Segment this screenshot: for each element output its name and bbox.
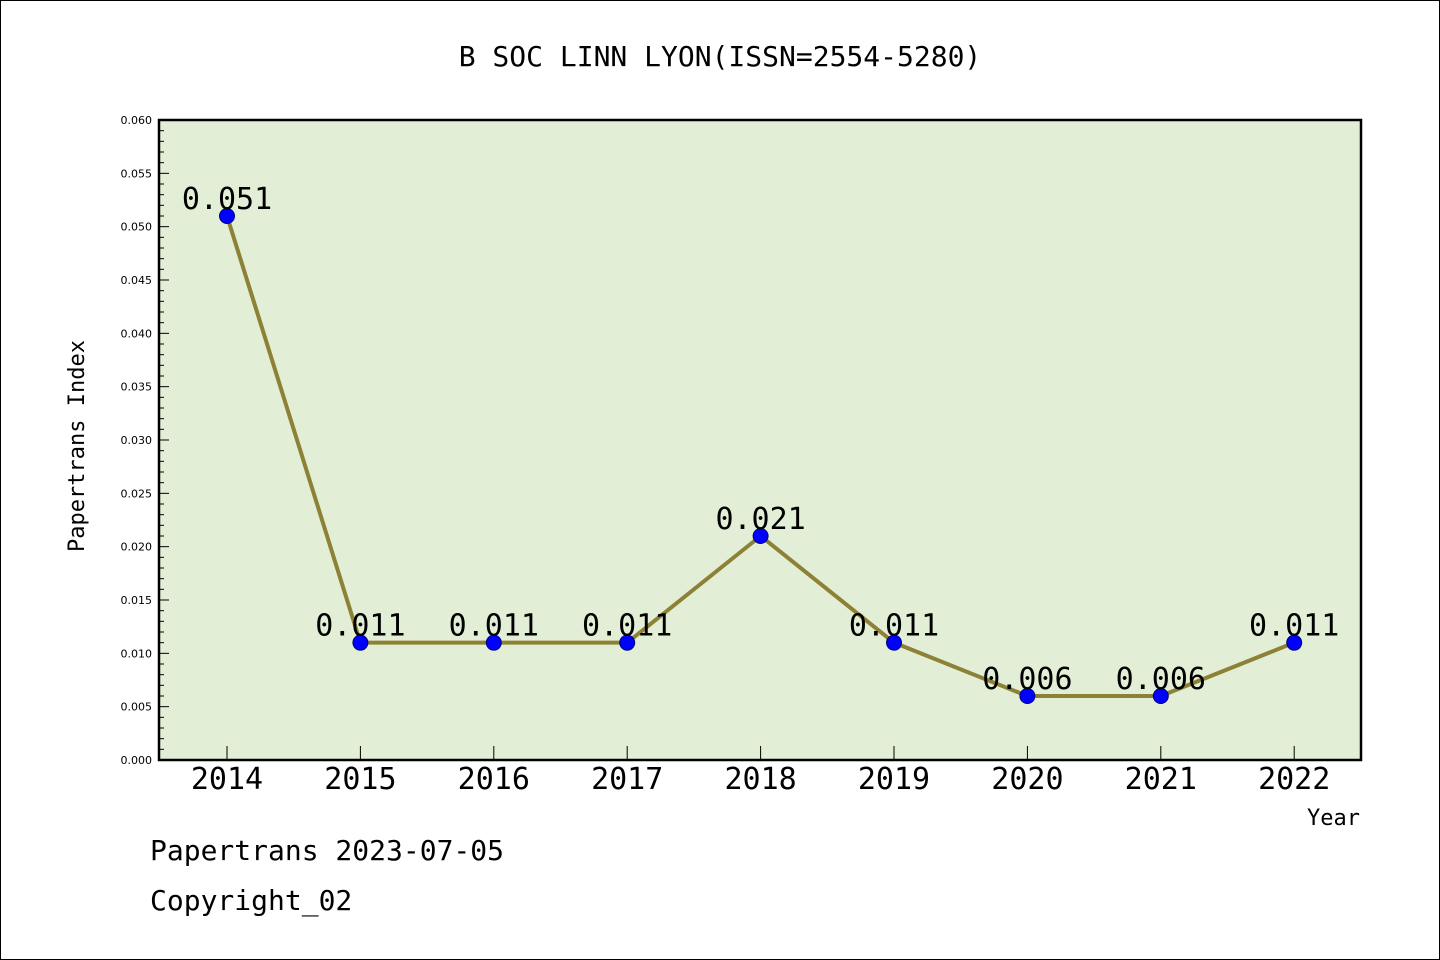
y-axis: 0.000 0.005 0.010 0.015 0.020 0.025 0.030 0.035… xyxy=(121,114,169,767)
data-point xyxy=(752,528,769,544)
data-point xyxy=(219,208,235,224)
data-point xyxy=(619,634,636,651)
plot-area xyxy=(159,120,1361,760)
y-tick-label: 0.015 xyxy=(121,594,153,607)
data-points xyxy=(219,208,1303,704)
data-point xyxy=(886,634,902,651)
x-tick-label: 2017 xyxy=(591,762,663,797)
y-tick-label: 0.050 xyxy=(121,221,153,234)
y-axis-label: Papertrans Index xyxy=(65,340,90,552)
y-tick-label: 0.030 xyxy=(121,434,153,447)
y-tick-label: 0.035 xyxy=(121,381,153,394)
y-tick-label: 0.000 xyxy=(121,754,153,767)
y-tick-label: 0.005 xyxy=(121,701,153,714)
x-axis-label: Year xyxy=(1307,806,1360,831)
data-label: 0.011 xyxy=(582,609,672,644)
data-point xyxy=(1152,688,1169,704)
footer-date: Papertrans 2023-07-05 xyxy=(150,834,505,867)
data-label: 0.011 xyxy=(849,609,939,644)
data-labels: 0.051 0.011 0.011 0.011 0.021 0.011 0.006 0.006… xyxy=(182,182,1340,697)
x-tick-label: 2022 xyxy=(1258,762,1330,797)
y-tick-label: 0.045 xyxy=(121,274,153,287)
data-label: 0.011 xyxy=(449,609,539,644)
data-point xyxy=(1286,634,1303,651)
data-label: 0.051 xyxy=(182,182,272,217)
x-tick-label: 2014 xyxy=(191,762,263,797)
data-label: 0.021 xyxy=(715,502,805,537)
data-point xyxy=(352,634,369,651)
data-point xyxy=(1019,688,1036,704)
y-tick-label: 0.020 xyxy=(121,541,153,554)
plot-border xyxy=(157,118,1363,762)
data-label: 0.011 xyxy=(315,609,405,644)
data-label: 0.006 xyxy=(982,662,1072,697)
x-tick-label: 2015 xyxy=(324,762,396,797)
chart-title: B SOC LINN LYON(ISSN=2554-5280) xyxy=(459,40,982,73)
x-tick-label: 2018 xyxy=(724,762,796,797)
x-tick-label: 2016 xyxy=(458,762,530,797)
x-tick-label: 2020 xyxy=(991,762,1063,797)
x-tick-label: 2021 xyxy=(1125,762,1197,797)
y-tick-label: 0.060 xyxy=(121,114,153,127)
y-tick-label: 0.010 xyxy=(121,647,153,660)
data-label: 0.011 xyxy=(1249,609,1339,644)
y-tick-label: 0.040 xyxy=(121,327,153,340)
data-label: 0.006 xyxy=(1116,662,1206,697)
y-tick-label: 0.025 xyxy=(121,487,153,500)
footer-copyright: Copyright_02 xyxy=(150,884,353,917)
y-tick-label: 0.055 xyxy=(121,167,153,180)
x-axis: 2014 2015 2016 2017 2018 2019 2020 2021 2022 xyxy=(191,746,1330,797)
x-tick-label: 2019 xyxy=(858,762,930,797)
data-point xyxy=(485,634,502,651)
